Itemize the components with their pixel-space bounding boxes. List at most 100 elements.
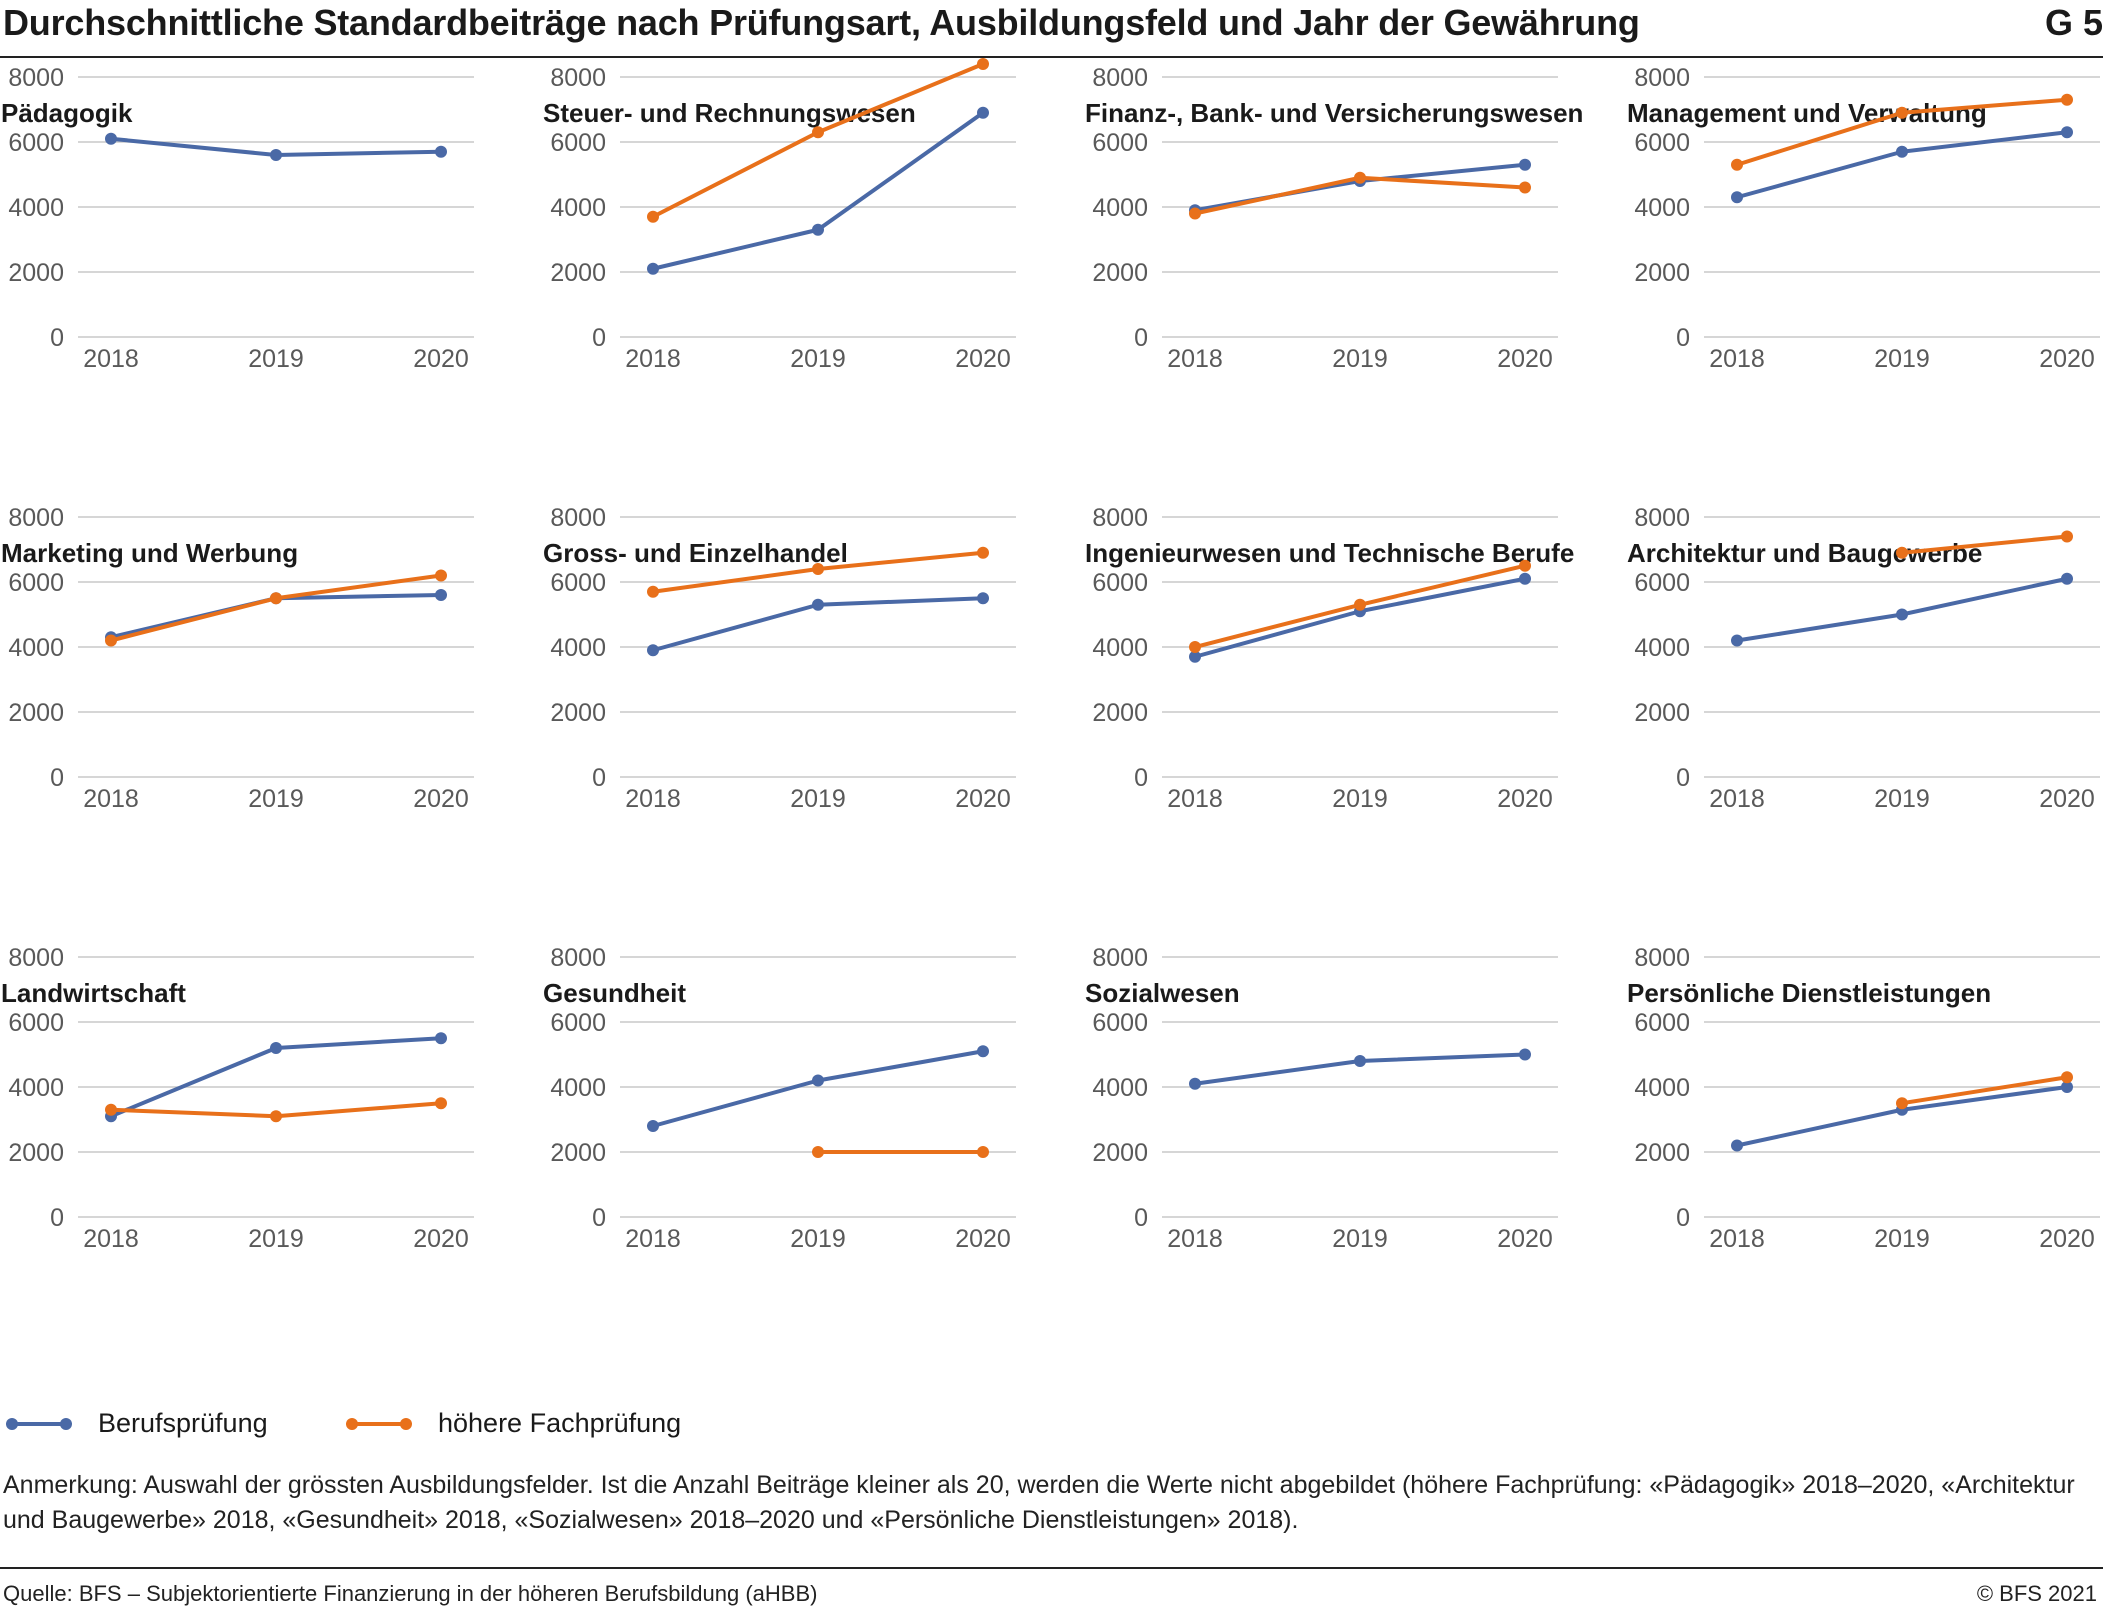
panel-title: Management und Verwaltung	[1627, 98, 1987, 128]
data-point-berufspruefung	[1519, 572, 1531, 585]
x-tick-label: 2019	[1874, 345, 1930, 373]
y-tick-label: 4000	[550, 194, 606, 222]
y-tick-label: 4000	[1634, 634, 1690, 662]
data-point-berufspruefung	[2061, 126, 2073, 139]
data-point-hoehere-fachpruefung	[1896, 546, 1908, 559]
y-tick-label: 6000	[1634, 1009, 1690, 1037]
data-point-berufspruefung	[1519, 1048, 1531, 1061]
data-point-berufspruefung	[435, 1032, 447, 1045]
y-tick-label: 8000	[1092, 64, 1148, 92]
y-tick-label: 4000	[8, 194, 64, 222]
y-tick-label: 4000	[8, 1074, 64, 1102]
panel-title: Gross- und Einzelhandel	[543, 538, 848, 568]
y-tick-label: 8000	[1634, 504, 1690, 532]
data-point-hoehere-fachpruefung	[1896, 1097, 1908, 1110]
x-tick-label: 2020	[413, 1225, 469, 1253]
panel: Architektur und Baugewerbe 0 2000 4000 6000 8…	[1627, 504, 2100, 813]
y-tick-label: 4000	[1634, 194, 1690, 222]
data-point-berufspruefung	[1731, 634, 1743, 647]
x-tick-label: 2019	[1332, 1225, 1388, 1253]
data-point-berufspruefung	[812, 223, 824, 236]
data-point-berufspruefung	[435, 145, 447, 158]
panel-title: Gesundheit	[543, 978, 686, 1008]
y-tick-label: 6000	[8, 129, 64, 157]
x-tick-label: 2020	[1497, 345, 1553, 373]
y-tick-label: 2000	[8, 259, 64, 287]
x-tick-label: 2018	[1167, 345, 1223, 373]
data-point-berufspruefung	[435, 589, 447, 601]
y-tick-label: 6000	[1092, 1009, 1148, 1037]
data-point-berufspruefung	[1731, 191, 1743, 204]
data-point-berufspruefung	[1896, 145, 1908, 158]
panel: Marketing und Werbung 0 2000 4000 6000 8000 20…	[1, 504, 474, 813]
data-point-hoehere-fachpruefung	[1189, 207, 1201, 220]
x-tick-label: 2020	[1497, 785, 1553, 813]
series-line-hoehere-fachpruefung	[1901, 534, 2068, 555]
panel: Persönliche Dienstleistungen 0 2000 4000 600…	[1627, 944, 2100, 1253]
y-tick-label: 6000	[1092, 569, 1148, 597]
panel-title: Ingenieurwesen und Technische Berufe	[1085, 538, 1574, 568]
x-tick-label: 2019	[248, 785, 304, 813]
y-tick-label: 0	[50, 764, 64, 792]
y-tick-label: 8000	[550, 504, 606, 532]
x-tick-label: 2018	[1167, 1225, 1223, 1253]
data-point-hoehere-fachpruefung	[1354, 171, 1366, 184]
panel: Pädagogik 0 2000 4000 6000 8000 2018 2019 2020	[1, 64, 474, 373]
data-point-berufspruefung	[1354, 1055, 1366, 1067]
x-tick-label: 2018	[83, 1225, 139, 1253]
x-tick-label: 2020	[955, 345, 1011, 373]
y-tick-label: 6000	[550, 129, 606, 157]
panel: Steuer- und Rechnungswesen 0 2000 4000 6000 8…	[543, 58, 1016, 373]
source-text: Quelle: BFS – Subjektorientierte Finanzi…	[3, 1581, 818, 1606]
data-point-hoehere-fachpruefung	[812, 1146, 824, 1158]
x-tick-label: 2020	[2039, 785, 2095, 813]
panel: Finanz-, Bank- und Versicherungswesen 0 20…	[1085, 64, 1583, 373]
panel-title: Finanz-, Bank- und Versicherungswesen	[1085, 98, 1583, 128]
panel-title: Marketing und Werbung	[1, 538, 298, 568]
x-tick-label: 2018	[83, 785, 139, 813]
y-tick-label: 4000	[8, 634, 64, 662]
data-point-berufspruefung	[1519, 158, 1531, 171]
data-point-hoehere-fachpruefung	[812, 126, 824, 139]
panel-title: Sozialwesen	[1085, 978, 1240, 1008]
data-point-berufspruefung	[1896, 608, 1908, 621]
y-tick-label: 8000	[8, 504, 64, 532]
y-tick-label: 6000	[1634, 569, 1690, 597]
data-point-berufspruefung	[977, 592, 989, 605]
data-point-hoehere-fachpruefung	[1189, 641, 1201, 653]
data-point-berufspruefung	[977, 106, 989, 119]
y-tick-label: 6000	[550, 569, 606, 597]
data-point-hoehere-fachpruefung	[105, 634, 117, 647]
y-tick-label: 6000	[1092, 129, 1148, 157]
y-tick-label: 0	[1676, 1204, 1690, 1232]
data-point-berufspruefung	[270, 1042, 282, 1054]
series-line-berufspruefung	[1194, 576, 1526, 659]
panel-title: Architektur und Baugewerbe	[1627, 538, 1982, 568]
y-tick-label: 2000	[1092, 699, 1148, 727]
data-point-hoehere-fachpruefung	[105, 1103, 117, 1116]
data-point-hoehere-fachpruefung	[1519, 559, 1531, 572]
x-tick-label: 2018	[83, 345, 139, 373]
y-tick-label: 0	[1134, 764, 1148, 792]
legend-swatch-hoehere-fachpruefung	[346, 1418, 412, 1430]
x-tick-label: 2020	[1497, 1225, 1553, 1253]
figure-number: G 5	[2044, 2, 2103, 43]
top-divider	[0, 56, 2103, 58]
y-tick-label: 4000	[550, 634, 606, 662]
data-point-berufspruefung	[647, 1120, 659, 1132]
x-tick-label: 2020	[955, 785, 1011, 813]
x-tick-label: 2020	[2039, 1225, 2095, 1253]
y-tick-label: 4000	[1092, 1074, 1148, 1102]
series-line-hoehere-fachpruefung	[652, 62, 984, 219]
y-tick-label: 2000	[550, 259, 606, 287]
series-line-hoehere-fachpruefung	[1901, 1075, 2068, 1106]
data-point-berufspruefung	[1189, 650, 1201, 663]
panel: Sozialwesen 0 2000 4000 6000 8000 2018 2019 2020	[1085, 944, 1558, 1253]
data-point-hoehere-fachpruefung	[977, 546, 989, 559]
data-point-hoehere-fachpruefung	[1896, 106, 1908, 119]
x-tick-label: 2018	[625, 1225, 681, 1253]
y-tick-label: 0	[50, 324, 64, 352]
y-tick-label: 4000	[1092, 194, 1148, 222]
y-tick-label: 2000	[1634, 1139, 1690, 1167]
y-tick-label: 0	[1676, 324, 1690, 352]
